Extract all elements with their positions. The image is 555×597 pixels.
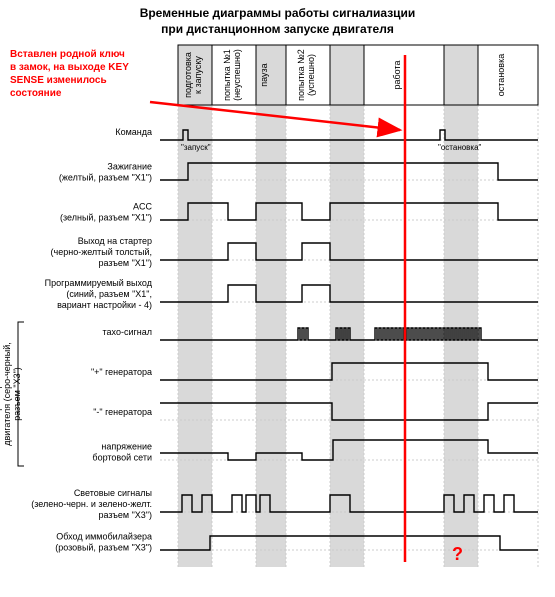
svg-text:разъем "X1"): разъем "X1") [98,258,152,268]
svg-text:напряжение: напряжение [101,442,152,452]
timing-diagram: подготовкак запуску попытка №1(неуспешно)… [0,40,555,597]
svg-text:Обход иммобилайзера: Обход иммобилайзера [56,532,152,542]
svg-text:работа: работа [392,61,402,90]
svg-text:(зелено-черн. и зелено-желт.: (зелено-черн. и зелено-желт. [31,499,152,509]
svg-text:пауза: пауза [259,63,269,86]
svg-text:(розовый, разъем "X3"): (розовый, разъем "X3") [55,543,152,553]
svg-text:разъем "X3"): разъем "X3") [12,367,22,421]
svg-text:(успешно): (успешно) [306,54,316,96]
svg-text:остановка: остановка [496,54,506,96]
svg-text:Программируемый выход: Программируемый выход [45,278,153,288]
svg-text:Световые сигналы: Световые сигналы [74,488,152,498]
svg-text:(неуспешно): (неуспешно) [232,49,242,101]
svg-text:"+" генератора: "+" генератора [91,367,152,377]
svg-text:"-" генератора: "-" генератора [93,407,152,417]
title-line-1: Временные диаграммы работы сигналиазции [0,0,555,22]
title-line-2: при дистанционном запуске двигателя [0,22,555,42]
svg-text:к запуску: к запуску [193,56,203,94]
svg-text:бортовой сети: бортовой сети [92,453,152,463]
svg-text:"запуск": "запуск" [181,143,211,152]
svg-text:(синий, разъем "X1",: (синий, разъем "X1", [66,289,152,299]
svg-text:попытка №1: попытка №1 [222,49,232,101]
svg-text:(желтый, разъем "X1"): (желтый, разъем "X1") [59,173,152,183]
svg-text:Команда: Команда [115,127,152,137]
svg-text:тахо-сигнал: тахо-сигнал [103,327,152,337]
svg-text:"остановка": "остановка" [438,143,482,152]
svg-text:подготовка: подготовка [183,52,193,98]
svg-text:(черно-желтый толстый,: (черно-желтый толстый, [51,247,152,257]
svg-text:ACC: ACC [133,202,153,212]
svg-text:разъем "X3"): разъем "X3") [98,510,152,520]
svg-text:вариант настройки - 4): вариант настройки - 4) [57,300,152,310]
svg-text:Выход на стартер: Выход на стартер [78,236,152,246]
svg-text:Зажигание: Зажигание [107,162,152,172]
svg-text:попытка №2: попытка №2 [296,49,306,101]
svg-text:двигателя (серо-черный,: двигателя (серо-черный, [2,342,12,445]
svg-text:(зелный, разъем "X1"): (зелный, разъем "X1") [60,213,152,223]
svg-text:?: ? [452,544,463,564]
